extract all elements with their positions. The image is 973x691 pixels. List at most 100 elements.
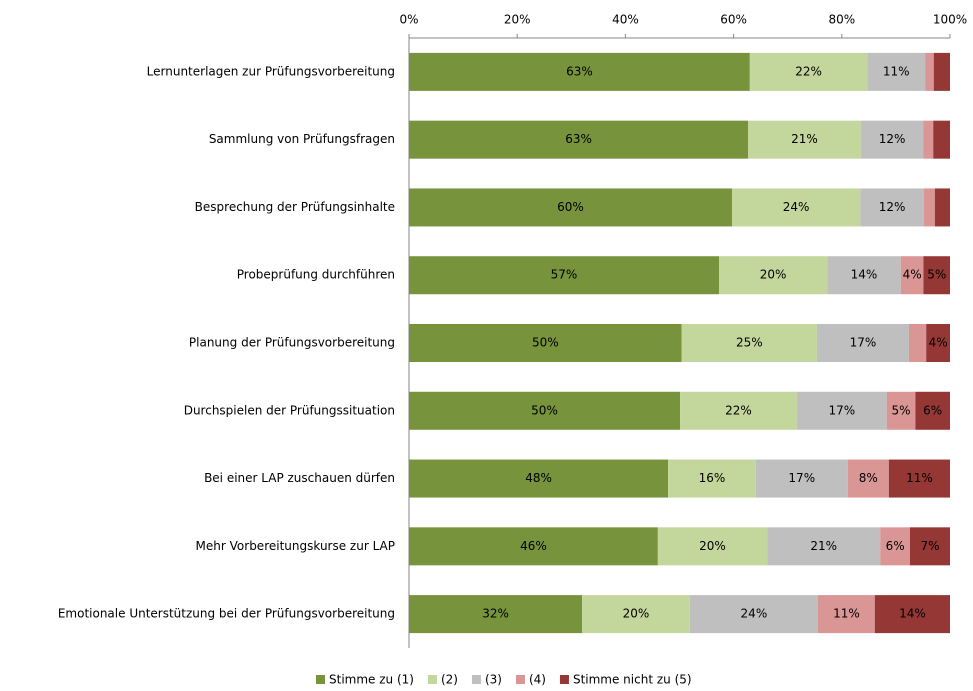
bar-segment xyxy=(767,527,881,566)
data-label: 17% xyxy=(850,336,877,350)
legend-label: Stimme nicht zu (5) xyxy=(573,673,692,687)
bar-segment xyxy=(915,391,950,430)
bar-segment xyxy=(816,324,909,362)
data-label: 6% xyxy=(923,403,942,417)
data-label: 32% xyxy=(482,607,509,621)
data-label: 63% xyxy=(565,132,592,146)
bar-segment xyxy=(748,120,861,159)
data-label: 11% xyxy=(883,64,910,78)
legend-label: (4) xyxy=(529,673,546,687)
bar-segment xyxy=(886,391,916,430)
bar-segment xyxy=(689,595,818,634)
x-tick-label: 0% xyxy=(399,13,418,27)
data-label: 5% xyxy=(927,268,946,282)
bar-segment xyxy=(860,188,925,227)
x-tick-label: 40% xyxy=(612,13,639,27)
data-label: 50% xyxy=(531,403,558,417)
bar-segment xyxy=(867,52,926,91)
data-label: 63% xyxy=(566,64,593,78)
bar-segment xyxy=(749,52,868,91)
legend-swatch xyxy=(316,675,325,684)
data-label: 14% xyxy=(899,607,926,621)
bar-segment xyxy=(796,391,887,430)
data-label: 16% xyxy=(699,471,726,485)
bar-segment xyxy=(409,459,669,498)
data-label: 50% xyxy=(532,336,559,350)
bar-segment xyxy=(409,52,750,91)
bar-segment xyxy=(409,391,681,430)
bar-segment xyxy=(817,595,875,634)
bar-segment xyxy=(409,120,749,159)
bar-segment xyxy=(924,188,935,227)
y-tick-label: Planung der Prüfungsvorbereitung xyxy=(189,336,395,350)
data-label: 17% xyxy=(828,403,855,417)
x-tick-label: 20% xyxy=(504,13,531,27)
bar-segment xyxy=(718,256,828,295)
data-label: 21% xyxy=(810,539,837,553)
x-tick-label: 60% xyxy=(720,13,747,27)
data-label: 21% xyxy=(791,132,818,146)
data-label: 24% xyxy=(783,200,810,214)
data-label: 14% xyxy=(851,268,878,282)
bar-segment xyxy=(847,459,889,498)
y-tick-label: Durchspielen der Prüfungssituation xyxy=(184,403,395,417)
bar-segment xyxy=(409,527,658,566)
bar-segment xyxy=(933,120,950,159)
data-label: 25% xyxy=(736,336,763,350)
bar-segment xyxy=(668,459,756,498)
bar-segment xyxy=(925,52,934,91)
bar-segment xyxy=(409,188,732,227)
data-label: 4% xyxy=(929,336,948,350)
y-tick-label: Besprechung der Prüfungsinhalte xyxy=(195,200,395,214)
legend-swatch xyxy=(471,675,481,684)
bar-segment xyxy=(880,527,910,566)
data-label: 22% xyxy=(795,64,822,78)
y-tick-label: Emotionale Unterstützung bei der Prüfung… xyxy=(58,607,395,621)
legend-swatch xyxy=(559,675,569,684)
data-label: 46% xyxy=(520,539,547,553)
x-tick-label: 80% xyxy=(828,13,855,27)
bar-segment xyxy=(657,527,768,566)
data-label: 4% xyxy=(903,268,922,282)
bar-segment xyxy=(874,595,950,634)
data-label: 8% xyxy=(859,471,878,485)
bar-segment xyxy=(900,256,924,295)
data-label: 60% xyxy=(557,200,584,214)
legend-label: (3) xyxy=(485,673,502,687)
y-tick-label: Sammlung von Prüfungsfragen xyxy=(209,132,395,146)
y-tick-label: Lernunterlagen zur Prüfungsvorbereitung xyxy=(147,64,395,78)
data-label: 20% xyxy=(760,268,787,282)
bar-segment xyxy=(827,256,901,295)
bar-segment xyxy=(909,527,950,566)
data-label: 6% xyxy=(886,539,905,553)
data-label: 17% xyxy=(788,471,815,485)
bar-segment xyxy=(923,256,950,295)
legend-swatch xyxy=(427,675,437,684)
bar-segment xyxy=(681,324,817,362)
data-label: 20% xyxy=(623,607,650,621)
y-tick-label: Probeprüfung durchführen xyxy=(237,268,395,282)
data-label: 12% xyxy=(879,132,906,146)
bar-segment xyxy=(680,391,797,430)
bar-segment xyxy=(582,595,690,634)
bar-segment xyxy=(731,188,861,227)
legend-label: (2) xyxy=(441,673,458,687)
data-label: 24% xyxy=(741,607,768,621)
bar-segment xyxy=(926,324,950,362)
data-label: 57% xyxy=(551,268,578,282)
bar-segment xyxy=(860,120,924,159)
data-label: 48% xyxy=(525,471,552,485)
data-label: 11% xyxy=(833,607,860,621)
bar-segment xyxy=(409,324,682,362)
bar-segment xyxy=(908,324,927,362)
data-label: 11% xyxy=(906,471,933,485)
data-label: 22% xyxy=(725,403,752,417)
data-label: 12% xyxy=(879,200,906,214)
data-label: 7% xyxy=(920,539,939,553)
legend-swatch xyxy=(515,675,525,684)
x-tick-label: 100% xyxy=(933,13,967,27)
bar-segment xyxy=(409,256,719,295)
bar-segment xyxy=(933,52,950,91)
bar-segment xyxy=(934,188,950,227)
bar-segment xyxy=(923,120,934,159)
